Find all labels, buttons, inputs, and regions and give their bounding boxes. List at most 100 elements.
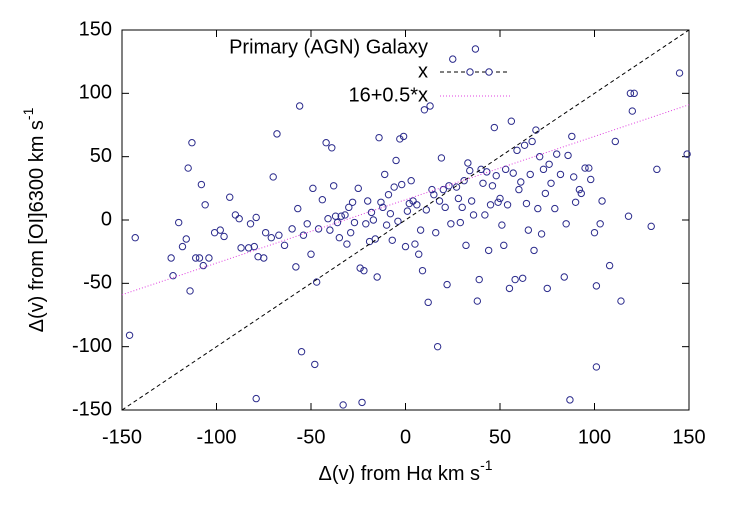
y-tick-label: 150 bbox=[79, 18, 112, 40]
data-point bbox=[577, 189, 585, 198]
data-point bbox=[322, 139, 330, 147]
data-point bbox=[403, 207, 412, 215]
data-point bbox=[341, 211, 349, 219]
data-point bbox=[515, 185, 523, 194]
data-point bbox=[350, 218, 359, 227]
data-point bbox=[311, 360, 319, 369]
data-point bbox=[507, 117, 516, 125]
data-point bbox=[348, 198, 357, 206]
data-point bbox=[441, 203, 449, 212]
data-point bbox=[551, 204, 559, 213]
data-point bbox=[399, 132, 408, 141]
data-point bbox=[462, 241, 470, 250]
x-tick-label: -150 bbox=[102, 426, 142, 448]
data-point bbox=[303, 220, 311, 228]
x-tick-label: -100 bbox=[196, 426, 236, 448]
data-point bbox=[309, 184, 317, 193]
data-point bbox=[564, 151, 572, 160]
data-point bbox=[254, 253, 262, 261]
data-point bbox=[426, 102, 434, 110]
data-point bbox=[398, 180, 406, 189]
data-point bbox=[562, 220, 570, 228]
x-tick-label: 150 bbox=[672, 426, 705, 448]
x-axis-label: Δ(v) from Hα km s-1 bbox=[318, 457, 492, 486]
data-point bbox=[503, 201, 512, 209]
data-point bbox=[432, 228, 440, 237]
data-point bbox=[416, 226, 425, 234]
data-point bbox=[390, 183, 398, 191]
data-point bbox=[456, 218, 465, 227]
data-point bbox=[505, 284, 514, 293]
data-point bbox=[568, 132, 576, 141]
data-point bbox=[592, 282, 601, 290]
data-point bbox=[375, 133, 383, 142]
data-point bbox=[292, 263, 300, 271]
data-point bbox=[413, 201, 421, 209]
data-point bbox=[433, 342, 442, 351]
data-point bbox=[452, 183, 461, 191]
data-point bbox=[454, 194, 463, 203]
data-point bbox=[430, 190, 438, 199]
data-point bbox=[326, 226, 334, 234]
data-point bbox=[381, 170, 389, 179]
data-point bbox=[647, 222, 655, 231]
y-tick-label: 50 bbox=[90, 145, 112, 167]
data-point bbox=[498, 221, 506, 229]
data-point bbox=[288, 225, 296, 233]
data-point bbox=[125, 331, 134, 339]
data-point bbox=[220, 232, 228, 241]
data-point bbox=[273, 130, 281, 138]
data-point bbox=[373, 273, 381, 281]
data-point bbox=[522, 199, 531, 208]
data-point bbox=[528, 137, 536, 146]
data-point bbox=[201, 201, 209, 209]
data-point bbox=[333, 218, 342, 227]
y-axis-label-text: Δ(v) from [OI]6300 km s bbox=[26, 120, 48, 332]
data-point bbox=[628, 107, 636, 115]
data-point bbox=[267, 234, 276, 242]
data-point bbox=[178, 242, 187, 251]
data-point bbox=[592, 363, 601, 371]
data-point bbox=[295, 102, 304, 110]
data-point bbox=[570, 173, 578, 181]
data-point bbox=[486, 201, 495, 209]
y-tick-label: 100 bbox=[79, 82, 112, 104]
data-point bbox=[537, 230, 546, 238]
legend-title: Primary (AGN) Galaxy bbox=[229, 36, 428, 58]
data-point bbox=[509, 169, 517, 177]
data-point bbox=[535, 152, 544, 161]
data-point bbox=[252, 213, 260, 222]
data-point bbox=[545, 160, 553, 168]
data-point bbox=[362, 220, 370, 228]
data-point bbox=[396, 135, 404, 143]
data-point bbox=[246, 220, 255, 228]
data-point bbox=[443, 280, 451, 289]
data-point bbox=[339, 401, 347, 409]
data-point bbox=[473, 297, 482, 305]
data-point bbox=[560, 273, 568, 281]
data-point bbox=[388, 236, 396, 244]
data-point bbox=[312, 278, 321, 286]
data-point bbox=[575, 185, 584, 194]
data-point bbox=[490, 123, 499, 132]
data-point bbox=[587, 175, 595, 184]
data-point bbox=[216, 226, 224, 234]
data-point bbox=[418, 266, 427, 275]
data-point bbox=[328, 144, 336, 152]
data-point bbox=[260, 254, 268, 262]
data-point bbox=[405, 199, 413, 208]
legend-label: x bbox=[418, 60, 428, 82]
data-point bbox=[382, 221, 391, 229]
x-tick-label: 100 bbox=[578, 426, 611, 448]
data-point bbox=[488, 182, 497, 190]
x-tick-label: 50 bbox=[489, 426, 511, 448]
data-point bbox=[447, 220, 455, 228]
data-point bbox=[169, 272, 177, 280]
data-point bbox=[182, 235, 190, 243]
x-tick-label: -50 bbox=[297, 426, 326, 448]
line-series bbox=[121, 104, 690, 296]
data-point bbox=[500, 241, 508, 250]
y-axis-label: Δ(v) from [OI]6300 km s-1 bbox=[20, 107, 49, 332]
data-point bbox=[469, 211, 478, 219]
data-point bbox=[358, 398, 366, 407]
